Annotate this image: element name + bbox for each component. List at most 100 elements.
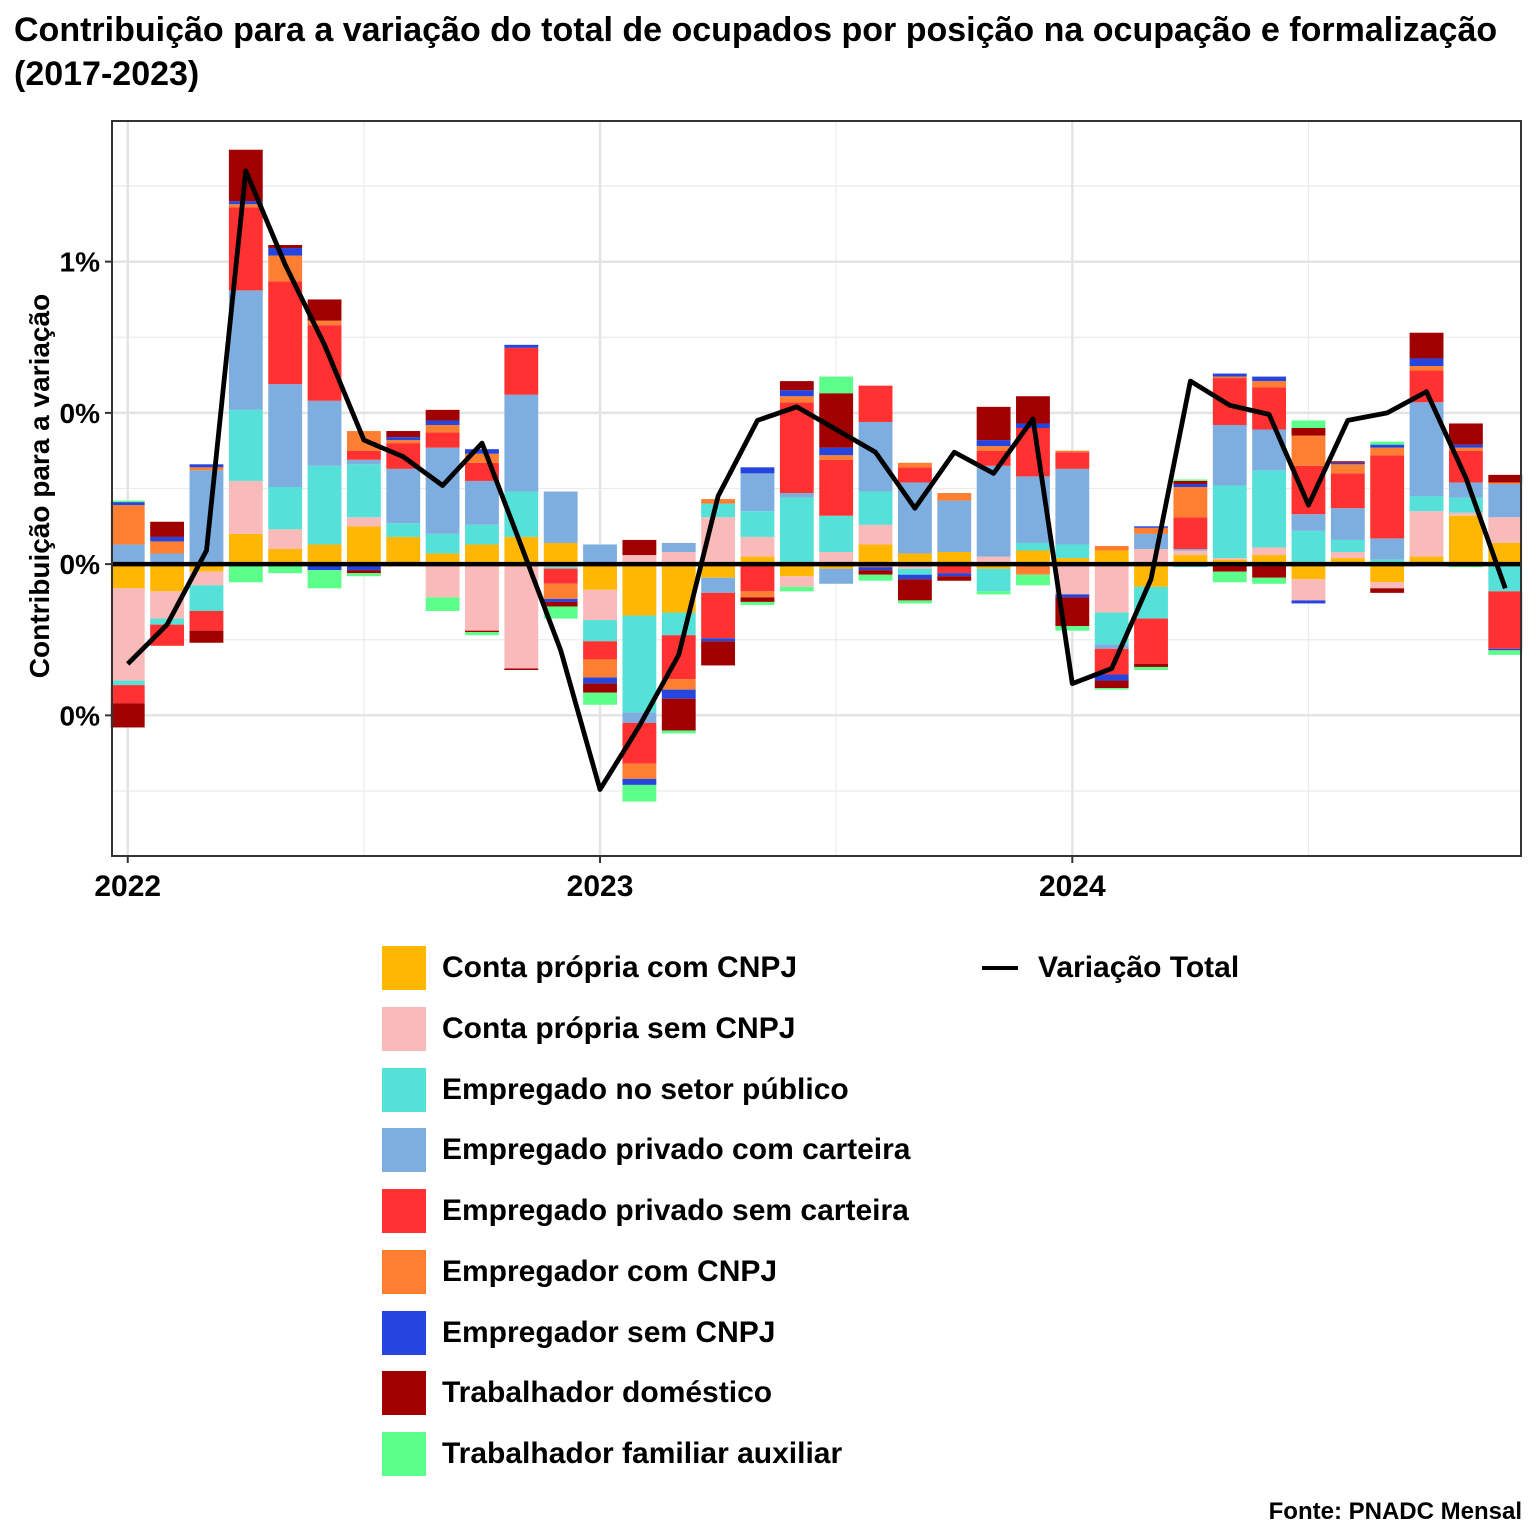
bar-segment bbox=[1252, 555, 1287, 565]
bar-segment bbox=[661, 552, 696, 565]
bar-segment bbox=[346, 450, 381, 460]
bar-segment bbox=[1055, 452, 1090, 469]
bar-segment bbox=[228, 564, 263, 583]
bar-segment bbox=[1173, 486, 1208, 518]
bar-segment bbox=[583, 659, 617, 678]
bar-segment bbox=[1488, 517, 1523, 543]
bar-segment bbox=[897, 600, 932, 604]
bar-segment bbox=[937, 576, 972, 581]
bar-segment bbox=[268, 529, 303, 549]
bar-segment bbox=[425, 533, 460, 554]
legend-item-conta-propria-sem-cnpj: Conta própria sem CNPJ bbox=[382, 1007, 795, 1051]
bar-segment bbox=[346, 517, 381, 527]
bar-segment bbox=[622, 539, 657, 556]
bar-segment bbox=[1173, 517, 1208, 549]
bar-segment bbox=[1330, 552, 1365, 559]
bar-segment bbox=[1370, 441, 1405, 445]
legend-item-trabalhador-domestico: Trabalhador doméstico bbox=[382, 1371, 772, 1415]
bar-segment bbox=[504, 347, 539, 395]
bar-segment bbox=[307, 325, 342, 401]
bar-segment bbox=[1409, 496, 1444, 512]
bar-segment bbox=[268, 245, 303, 249]
bar-segment bbox=[858, 544, 893, 565]
bar-segment bbox=[779, 586, 814, 592]
bar-segment bbox=[1252, 564, 1287, 578]
bar-segment bbox=[425, 447, 460, 534]
bar-segment bbox=[779, 576, 814, 587]
bar-segment bbox=[701, 592, 736, 639]
bar-segment bbox=[1409, 366, 1444, 371]
bar-segment bbox=[1134, 618, 1168, 664]
bar-segment bbox=[504, 344, 539, 348]
bar-segment bbox=[1173, 483, 1208, 487]
bar-segment bbox=[1134, 663, 1168, 667]
bar-segment bbox=[819, 459, 854, 516]
bar-segment bbox=[307, 400, 342, 466]
bar-segment bbox=[1488, 482, 1523, 484]
bar-segment bbox=[1016, 574, 1050, 586]
source-note: Fonte: PNADC Mensal bbox=[1268, 1498, 1522, 1525]
bar-segment bbox=[307, 320, 342, 326]
total-variation-line bbox=[126, 168, 1508, 792]
bar-segment bbox=[1330, 464, 1365, 474]
bar-segment bbox=[1055, 564, 1090, 595]
bar-segment bbox=[1370, 582, 1405, 589]
bar-segment bbox=[465, 449, 499, 454]
bar-segment bbox=[346, 459, 381, 465]
bar-segment bbox=[504, 394, 539, 492]
bar-segment bbox=[1173, 548, 1208, 551]
bar-segment bbox=[1055, 626, 1090, 631]
bar-segment bbox=[268, 384, 303, 487]
legend-key bbox=[382, 1311, 426, 1355]
bar-segment bbox=[701, 564, 736, 578]
y-tick-label: 0% bbox=[60, 398, 101, 429]
bar-segment bbox=[1370, 588, 1405, 593]
bar-segment bbox=[386, 437, 421, 441]
bar-segment bbox=[858, 491, 893, 525]
bar-segment bbox=[386, 431, 421, 438]
bar-segment bbox=[937, 564, 972, 574]
bar-segment bbox=[110, 564, 145, 589]
bar-segment bbox=[1291, 435, 1326, 466]
bar-segment bbox=[583, 544, 617, 565]
bar-segment bbox=[1173, 550, 1208, 556]
bar-segment bbox=[897, 467, 932, 483]
bar-segment bbox=[622, 615, 657, 713]
bar-segment bbox=[740, 511, 775, 537]
bar-segment bbox=[110, 680, 145, 686]
legend-key bbox=[382, 1189, 426, 1233]
bar-segment bbox=[740, 536, 775, 557]
bar-segment bbox=[1134, 533, 1168, 549]
bar-segment bbox=[425, 432, 460, 448]
bar-segment bbox=[779, 564, 814, 577]
bar-segment bbox=[1212, 571, 1247, 583]
bar-segment bbox=[1055, 544, 1090, 559]
legend-label: Variação Total bbox=[1038, 951, 1240, 984]
bar-segment bbox=[189, 464, 224, 468]
legend-key bbox=[382, 1068, 426, 1112]
bar-segment bbox=[1252, 547, 1287, 556]
bar-segment bbox=[858, 567, 893, 571]
bar-segment bbox=[779, 381, 814, 391]
legend-key bbox=[382, 1007, 426, 1051]
bar-segment bbox=[937, 500, 972, 553]
bar-segment bbox=[1252, 577, 1287, 584]
bar-segment bbox=[465, 480, 499, 525]
bar-segment bbox=[976, 406, 1011, 441]
bar-segment bbox=[976, 556, 1011, 565]
bar-segment bbox=[1252, 429, 1287, 471]
bar-segment bbox=[1448, 444, 1483, 448]
bar-segment bbox=[1448, 512, 1483, 516]
bar-segment bbox=[819, 376, 854, 394]
bar-segment bbox=[976, 446, 1011, 451]
bar-segment bbox=[465, 544, 499, 565]
y-tick-label: 1% bbox=[60, 247, 101, 278]
bar-segment bbox=[307, 299, 342, 321]
bar-segment bbox=[622, 555, 657, 565]
bar-segment bbox=[1291, 579, 1326, 601]
bar-segment bbox=[307, 544, 342, 565]
bar-segment bbox=[1252, 376, 1287, 382]
bar-segment bbox=[425, 420, 460, 425]
bar-segment bbox=[858, 570, 893, 575]
bar-segment bbox=[465, 453, 499, 463]
